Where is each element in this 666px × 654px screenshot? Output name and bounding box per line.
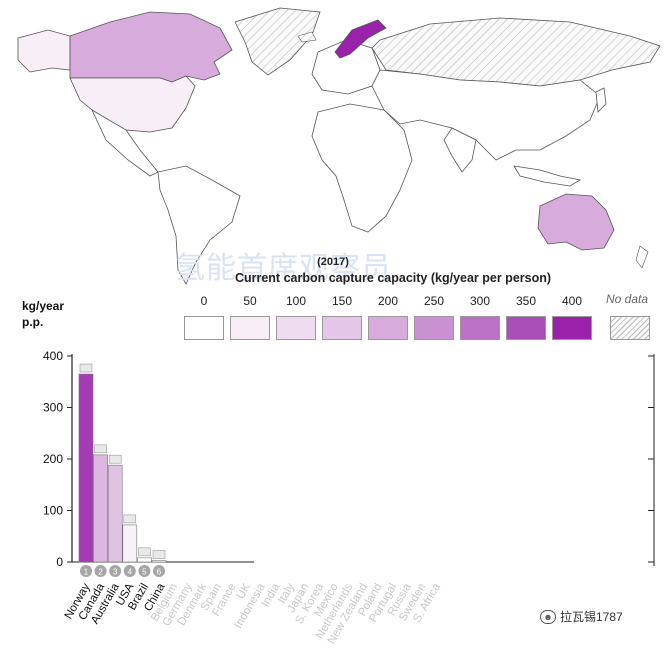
y-axis-label: kg/year p.p. bbox=[22, 298, 64, 330]
country-flag-icon bbox=[138, 547, 151, 557]
rank-badge-label: 6 bbox=[157, 568, 162, 577]
world-map bbox=[17, 7, 661, 285]
map-asia bbox=[371, 69, 601, 161]
rank-badge-label: 1 bbox=[84, 568, 89, 577]
rank-badge bbox=[80, 565, 92, 577]
map-india bbox=[443, 127, 477, 173]
rank-badge bbox=[109, 565, 122, 577]
legend-scale-label: 200 bbox=[377, 294, 399, 308]
rank-badge-label: 4 bbox=[128, 568, 133, 577]
legend-scale-swatch bbox=[230, 316, 270, 340]
map-mexico bbox=[91, 109, 159, 177]
map-norway bbox=[334, 19, 387, 59]
country-flag-icon bbox=[79, 363, 93, 373]
y-tick-label: 100 bbox=[43, 504, 63, 518]
legend-no-data-swatch bbox=[610, 316, 650, 340]
map-iceland bbox=[297, 31, 317, 43]
country-flag-icon bbox=[94, 444, 107, 454]
wechat-icon: ☻ bbox=[540, 610, 556, 624]
legend-title: Current carbon capture capacity (kg/year… bbox=[234, 271, 552, 285]
map-south-america bbox=[157, 165, 241, 285]
bar bbox=[122, 524, 138, 563]
rank-badge-label: 3 bbox=[113, 568, 118, 577]
y-tick-label: 300 bbox=[43, 401, 63, 415]
country-flag-icon bbox=[108, 454, 122, 464]
legend-scale-label: 300 bbox=[469, 294, 491, 308]
legend-no-data-label: No data bbox=[606, 292, 649, 306]
legend-scale-label: 350 bbox=[515, 294, 537, 308]
map-australia bbox=[537, 193, 615, 251]
map-africa bbox=[311, 103, 413, 233]
map-indonesia bbox=[513, 165, 582, 187]
legend-year: (2017) bbox=[317, 256, 349, 268]
country-flag-icon bbox=[123, 514, 137, 524]
y-axis-label-line: kg/year bbox=[22, 299, 65, 313]
y-tick-label: 0 bbox=[56, 555, 63, 569]
legend-scale-swatch bbox=[552, 316, 592, 340]
bar bbox=[151, 560, 167, 563]
legend-scale-swatch bbox=[460, 316, 500, 340]
bar bbox=[78, 373, 94, 563]
legend-scale-label: 0 bbox=[200, 294, 208, 308]
y-axis-label-line: p.p. bbox=[22, 315, 44, 329]
rank-badge bbox=[94, 565, 107, 577]
y-tick-label: 400 bbox=[43, 349, 63, 363]
legend-scale-label: 50 bbox=[243, 294, 257, 308]
watermark-text: 氢能首席观察员 bbox=[175, 252, 392, 285]
map-japan bbox=[595, 87, 607, 113]
legend-scale-swatch bbox=[506, 316, 546, 340]
y-tick-label: 200 bbox=[43, 452, 63, 466]
legend-scale-label: 100 bbox=[285, 294, 307, 308]
rank-badge bbox=[138, 565, 151, 577]
legend-scale-swatch bbox=[322, 316, 362, 340]
map-greenland bbox=[234, 7, 321, 76]
rank-badge bbox=[123, 565, 136, 577]
bar bbox=[93, 454, 108, 563]
map-canada bbox=[69, 11, 233, 83]
bar bbox=[107, 464, 123, 563]
watermark-bottom: 拉瓦锡1787 bbox=[560, 610, 623, 624]
legend-scale-label: 250 bbox=[423, 294, 445, 308]
rank-badge-label: 2 bbox=[98, 568, 103, 577]
rank-badge bbox=[153, 565, 165, 577]
rank-badge-label: 5 bbox=[142, 568, 147, 577]
legend-scale-label: 400 bbox=[561, 294, 583, 308]
legend-scale-swatch bbox=[184, 316, 224, 340]
map-new-zealand bbox=[635, 245, 649, 269]
map-alaska bbox=[17, 29, 71, 73]
country-flag-icon bbox=[152, 550, 166, 559]
bar bbox=[137, 557, 152, 563]
legend-scale-swatch bbox=[414, 316, 454, 340]
legend-scale-label: 150 bbox=[331, 294, 353, 308]
legend-scale-swatch bbox=[368, 316, 408, 340]
legend-scale-swatch bbox=[276, 316, 316, 340]
map-usa bbox=[69, 75, 196, 133]
